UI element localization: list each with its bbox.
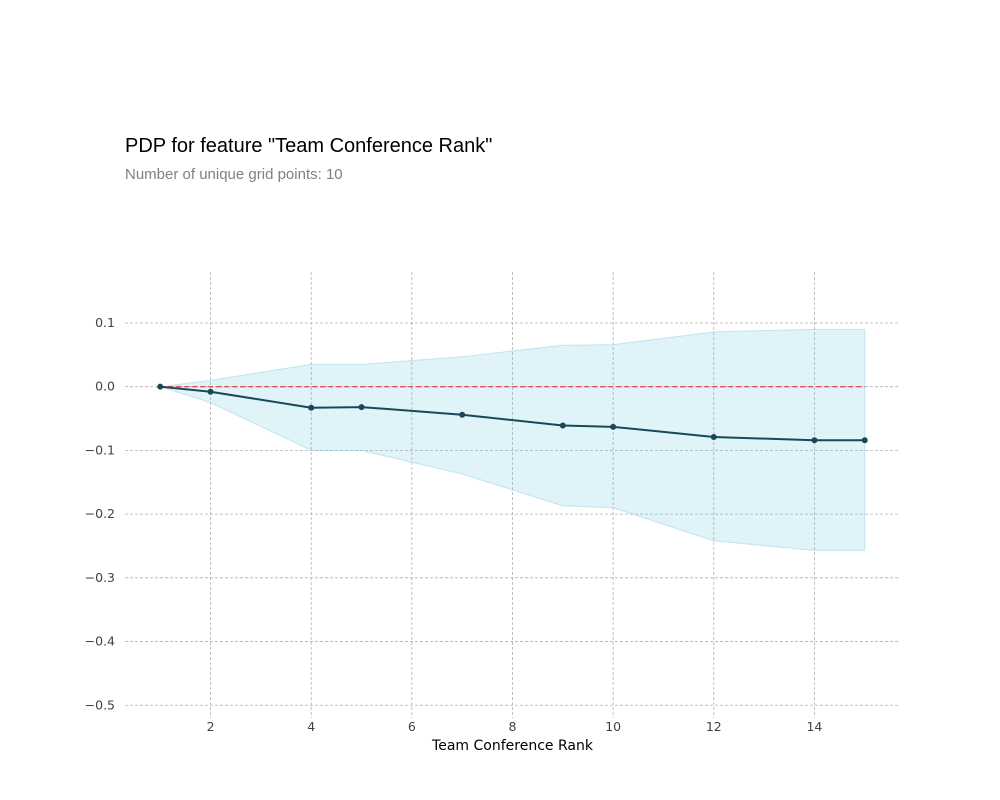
pdp-point (861, 437, 868, 444)
pdp-point (157, 383, 164, 390)
chart-title: PDP for feature "Team Conference Rank" (125, 135, 493, 157)
y-tick-label: −0.4 (85, 634, 115, 649)
pdp-line (160, 385, 865, 442)
pdp-point (459, 411, 466, 418)
pdp-point (358, 404, 365, 411)
chart-subtitle: Number of unique grid points: 10 (125, 166, 343, 183)
pdp-point (308, 404, 315, 411)
x-tick-label: 14 (806, 719, 822, 734)
y-tick-label: 0.0 (95, 379, 115, 394)
pdp-point (559, 422, 566, 429)
x-tick-label: 12 (706, 719, 722, 734)
x-tick-label: 6 (408, 719, 416, 734)
pdp-point (811, 437, 818, 444)
y-tick-label: −0.3 (85, 570, 115, 585)
x-tick-label: 2 (207, 719, 215, 734)
x-axis-label: Team Conference Rank (431, 738, 594, 754)
y-tick-label: 0.1 (95, 315, 115, 330)
x-tick-label: 8 (509, 719, 517, 734)
y-tick-label: −0.1 (85, 442, 115, 457)
x-tick-label: 4 (307, 719, 315, 734)
pdp-point (710, 434, 717, 441)
y-tick-label: −0.2 (85, 506, 115, 521)
x-tick-label: 10 (605, 719, 621, 734)
y-tick-label: −0.5 (85, 697, 115, 712)
pdp-point (610, 423, 617, 430)
pdp-point (207, 388, 214, 395)
